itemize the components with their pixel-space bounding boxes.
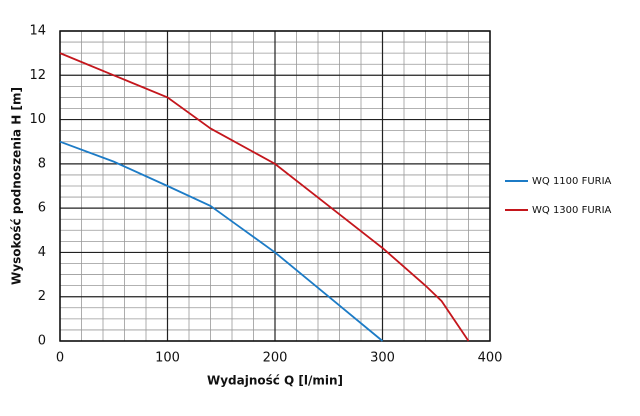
x-tick-label: 100 — [155, 351, 180, 366]
x-tick-label: 300 — [370, 351, 395, 366]
series-line — [59, 52, 470, 342]
y-tick-label: 10 — [29, 112, 46, 127]
legend-label: WQ 1100 FURIA — [532, 176, 612, 187]
y-axis-label: Wysokość podnoszenia H [m] — [10, 87, 24, 285]
y-tick-label: 14 — [29, 24, 46, 39]
y-tick-label: 4 — [38, 245, 46, 260]
y-tick-label: 12 — [29, 68, 46, 83]
y-tick-label: 2 — [38, 289, 46, 304]
x-tick-label: 400 — [478, 351, 503, 366]
y-tick-label: 8 — [38, 156, 46, 171]
series-line — [59, 140, 384, 342]
y-tick-label: 0 — [38, 334, 46, 349]
plot-border — [59, 30, 491, 342]
legend-label: WQ 1300 FURIA — [532, 205, 612, 216]
x-tick-label: 0 — [56, 351, 64, 366]
x-axis-label: Wydajność Q [l/min] — [207, 374, 343, 388]
y-tick-label: 6 — [38, 201, 46, 216]
x-tick-label: 200 — [263, 351, 288, 366]
